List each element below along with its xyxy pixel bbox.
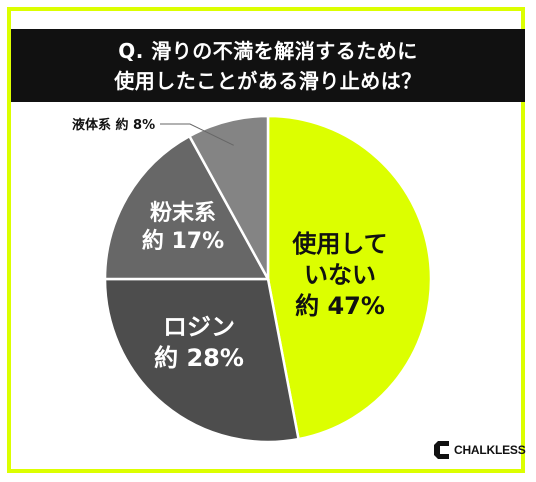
pie-slice-1 <box>103 277 301 444</box>
leader-line-3 <box>160 123 234 146</box>
slice-value-2: 約 17% <box>142 228 224 254</box>
slice-label-2: 粉末系 <box>150 201 216 226</box>
slice-label-0: いない <box>304 261 376 289</box>
slice-label-0: 使用して <box>291 230 387 258</box>
slice-value-0: 約 47% <box>295 292 385 320</box>
slice-outside-label-3: 液体系 約 8% <box>72 117 155 133</box>
chalkless-logo-icon <box>434 441 449 459</box>
pie-slice-2 <box>103 134 271 281</box>
chalkless-logo: CHALKLESS <box>432 438 526 462</box>
slice-value-1: 約 28% <box>154 344 244 372</box>
pie-slice-3 <box>187 114 270 280</box>
chart-title-line-2: 使用したことがある滑り止めは？ <box>114 69 422 93</box>
pie-slice-0 <box>266 114 433 441</box>
slice-label-1: ロジン <box>163 313 235 341</box>
title-bar: Q. 滑りの不満を解消するために 使用したことがある滑り止めは？ <box>11 29 525 102</box>
chart-title-line-1: Q. 滑りの不満を解消するために <box>118 39 418 63</box>
logo-text: CHALKLESS <box>454 443 526 457</box>
